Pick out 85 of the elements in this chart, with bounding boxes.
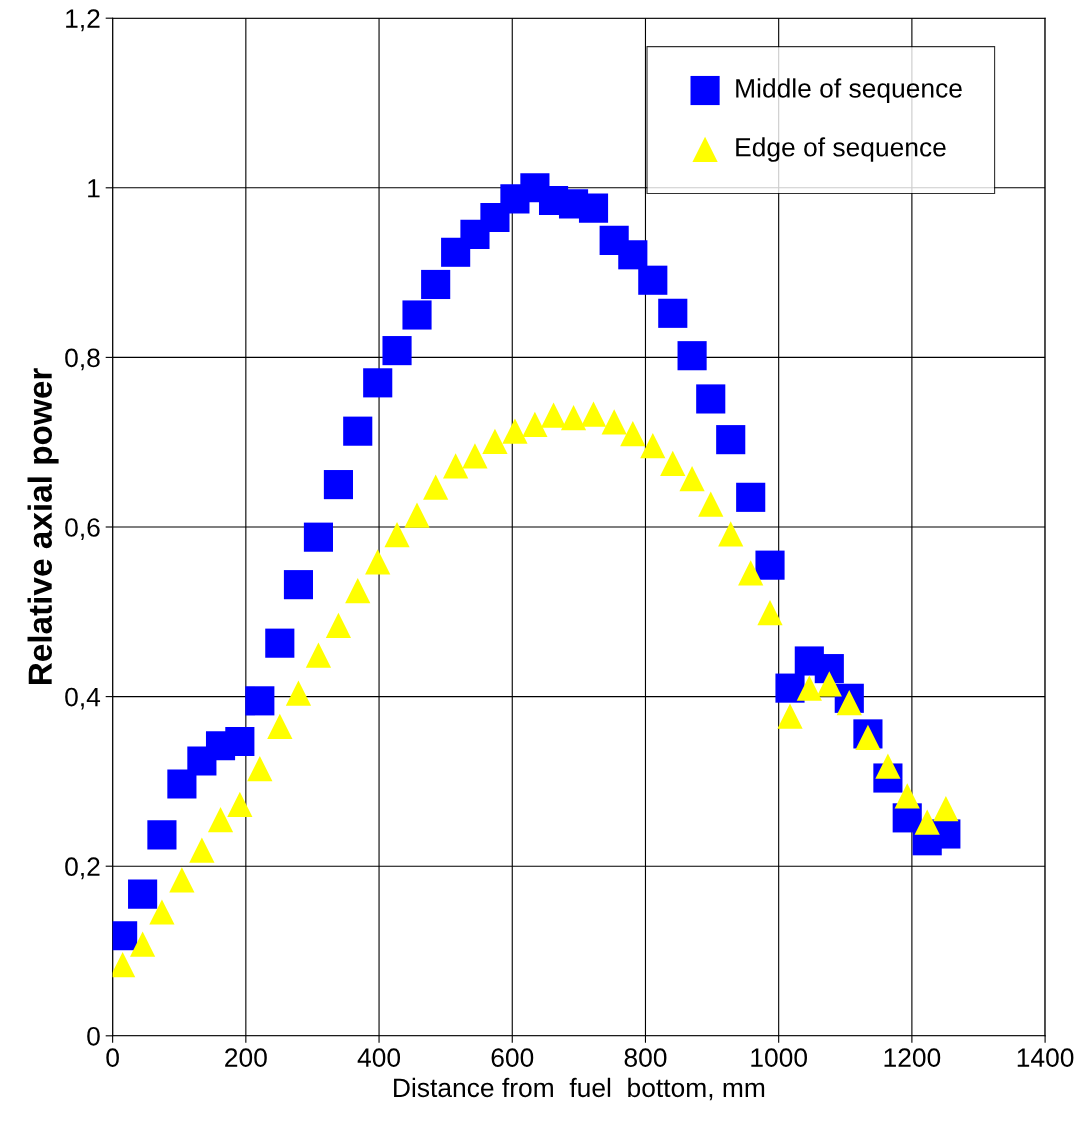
point: [718, 521, 744, 547]
point: [384, 522, 410, 548]
y-tick-label: 0,6: [65, 518, 100, 540]
point: [796, 675, 822, 701]
point: [698, 491, 724, 517]
point: [305, 642, 332, 668]
point: [658, 298, 688, 328]
y-tick-label: 1,2: [66, 9, 100, 32]
point: [365, 549, 391, 575]
point: [601, 409, 627, 435]
point: [421, 269, 451, 300]
point: [677, 341, 707, 371]
point: [343, 416, 373, 446]
point: [540, 402, 567, 428]
point: [660, 450, 686, 477]
point: [207, 806, 234, 833]
point: [325, 612, 352, 638]
point: [112, 951, 136, 978]
point: [914, 809, 940, 835]
x-tick-label: 0: [106, 1048, 119, 1067]
point: [620, 421, 646, 447]
point: [816, 671, 842, 697]
point: [285, 680, 312, 706]
point: [402, 300, 432, 330]
point: [638, 265, 668, 295]
point: [679, 466, 705, 492]
point: [225, 726, 255, 757]
y-tick-label: 1: [88, 179, 100, 198]
point: [443, 453, 469, 479]
x-tick-label: 1200: [884, 1048, 941, 1067]
x-tick-label: 200: [225, 1048, 267, 1067]
point: [265, 628, 295, 658]
point: [482, 428, 508, 454]
point: [423, 474, 449, 500]
point: [580, 401, 607, 427]
x-tick-label: 600: [491, 1048, 534, 1067]
y-tick-label: 0: [87, 1026, 100, 1046]
point: [323, 470, 353, 500]
x-axis-title: Distance from fuel bottom, mm: [394, 1077, 765, 1101]
point: [502, 418, 528, 444]
point: [227, 791, 253, 817]
point: [640, 432, 666, 459]
point: [167, 769, 197, 799]
point: [267, 713, 293, 739]
point: [736, 482, 766, 512]
point: [247, 756, 273, 782]
point: [303, 522, 334, 552]
point: [836, 689, 862, 716]
point: [363, 368, 393, 398]
point: [129, 931, 156, 957]
point: [933, 795, 959, 822]
point: [522, 411, 548, 438]
point: [283, 570, 314, 600]
point: [716, 425, 746, 455]
legend-label: Edge of sequence: [736, 137, 946, 162]
point: [755, 550, 785, 580]
y-axis-title: Relative axial power: [27, 368, 59, 685]
point: [382, 336, 412, 366]
y-tick-label: 0,2: [65, 857, 100, 880]
point: [189, 837, 215, 863]
x-tick-label: 1000: [751, 1048, 807, 1067]
point: [147, 820, 177, 850]
point: [560, 404, 587, 431]
y-tick-label: 0,8: [65, 348, 100, 371]
legend-label: Middle of sequence: [736, 78, 962, 103]
point: [875, 753, 901, 779]
point: [245, 686, 275, 716]
y-tick-label: 0,4: [65, 687, 101, 710]
point: [128, 879, 158, 909]
x-tick-label: 400: [357, 1048, 401, 1067]
point: [814, 654, 844, 684]
point: [894, 783, 920, 809]
point: [149, 899, 175, 925]
x-tick-label: 800: [624, 1048, 667, 1067]
point: [404, 502, 430, 528]
x-tick-label: 1400: [1017, 1048, 1074, 1067]
point: [462, 443, 488, 469]
point: [696, 384, 726, 414]
point: [169, 867, 195, 893]
point: [738, 560, 764, 586]
point: [757, 600, 783, 626]
point: [618, 240, 648, 270]
point: [777, 703, 803, 729]
point: [578, 193, 609, 223]
point: [345, 577, 371, 604]
